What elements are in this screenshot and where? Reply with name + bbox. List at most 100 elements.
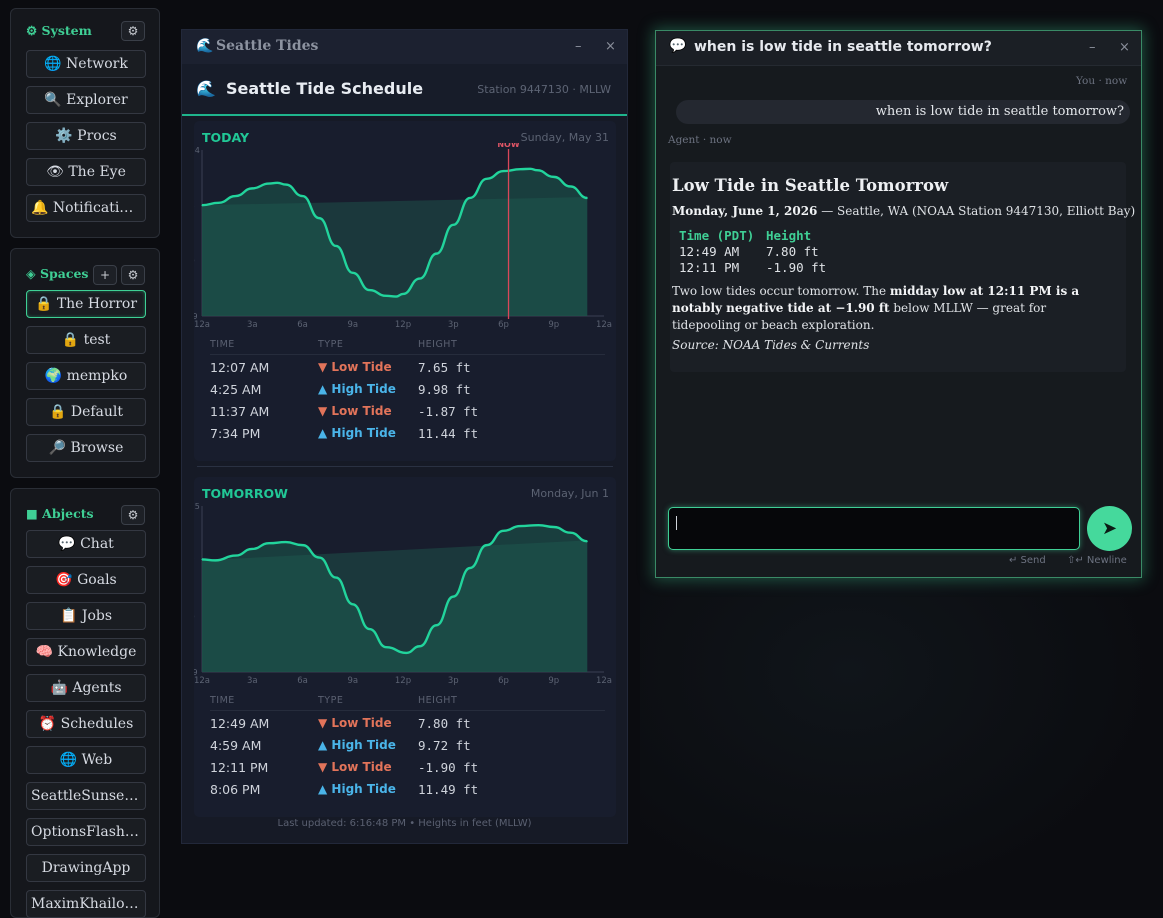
tide-data-point — [405, 652, 407, 654]
sidebar-item-explorer[interactable]: 🔍 Explorer — [26, 86, 146, 114]
sidebar-item-default[interactable]: 🔒 Default — [26, 398, 146, 426]
y-tick-label: 7.3 — [194, 201, 195, 210]
tide-data-point — [352, 272, 354, 274]
tide-data-point — [586, 540, 588, 542]
tide-data-point — [569, 532, 572, 534]
tide-area-fill — [202, 168, 588, 316]
sidebar-item-browse[interactable]: 🔎 Browse — [26, 434, 146, 462]
tide-data-point — [335, 245, 337, 247]
tide-height: 11.49 ft — [418, 782, 479, 797]
system-panel-title: ⚙ System — [26, 23, 92, 38]
sidebar-item-agents[interactable]: 🤖 Agents — [26, 674, 146, 702]
background — [640, 570, 1163, 905]
low-tide-type: ▼ Low Tide — [318, 760, 392, 774]
x-tick-label: 9p — [548, 676, 559, 686]
tide-data-point — [519, 168, 521, 170]
x-tick-label: 12a — [194, 320, 210, 330]
tide-time: 11:37 AM — [210, 404, 270, 419]
x-tick-label: 12p — [395, 320, 411, 330]
sidebar-item-notifications[interactable]: 🔔 Notifications — [26, 194, 146, 222]
answer-date-line: Monday, June 1, 2026 — Seattle, WA (NOAA… — [672, 204, 1135, 218]
tide-data-point — [268, 182, 270, 185]
tide-data-point — [553, 526, 555, 528]
tide-height: 9.72 ft — [418, 738, 471, 753]
sidebar-item-test[interactable]: 🔒 test — [26, 326, 146, 354]
tide-height: -1.90 ft — [418, 760, 479, 775]
chat-titlebar[interactable]: 💬 when is low tide in seattle tomorrow? … — [656, 31, 1141, 66]
sidebar-item-chat[interactable]: 💬 Chat — [26, 530, 146, 558]
tide-data-point — [419, 277, 421, 280]
header-divider — [210, 354, 605, 355]
answer-date: Monday, June 1, 2026 — [672, 204, 818, 218]
user-message-text: when is low tide in seattle tomorrow? — [875, 104, 1124, 119]
tide-data-point — [318, 556, 320, 559]
tomorrow-date: Monday, Jun 1 — [530, 487, 609, 500]
tide-table-row: 4:59 AM ▲ High Tide 9.72 ft — [210, 735, 605, 757]
tide-reference-band — [202, 197, 588, 316]
tide-data-point — [519, 525, 521, 527]
minimize-button[interactable]: – — [575, 39, 582, 54]
system-settings-gear-icon[interactable]: ⚙ — [121, 21, 145, 41]
y-tick-label: -3.9 — [194, 312, 198, 321]
answer-text: Two low tides occur tomorrow. The — [672, 284, 890, 298]
sidebar-item-goals[interactable]: 🎯 Goals — [26, 566, 146, 594]
send-arrow-icon[interactable]: ➤ — [1087, 506, 1132, 551]
x-tick-label: 9p — [548, 320, 559, 330]
answer-table-cell: 7.80 ft — [766, 244, 819, 259]
newline-hint: ⇧↵ Newline — [1067, 555, 1127, 566]
tides-window-title: Seattle Tides — [216, 38, 319, 54]
sidebar-item-maxim-khailo[interactable]: MaximKhailoP... — [26, 890, 146, 918]
x-tick-label: 3a — [247, 676, 258, 686]
tide-data-point — [352, 603, 354, 605]
tide-data-point — [502, 530, 505, 532]
sidebar-item-jobs[interactable]: 📋 Jobs — [26, 602, 146, 630]
height-column-header: HEIGHT — [418, 339, 458, 350]
add-space-plus-icon[interactable]: + — [93, 265, 117, 285]
minimize-button[interactable]: – — [1089, 40, 1096, 55]
day-divider — [197, 466, 613, 467]
x-tick-label: 6p — [498, 676, 509, 686]
sidebar-item-seattle-sunset[interactable]: SeattleSunsetT... — [26, 782, 146, 810]
sidebar-item-schedules[interactable]: ⏰ Schedules — [26, 710, 146, 738]
close-button[interactable]: × — [605, 39, 616, 54]
tide-data-point — [368, 289, 371, 291]
low-tide-type: ▼ Low Tide — [318, 716, 392, 730]
sidebar-item-the-horror[interactable]: 🔒 The Horror — [26, 290, 146, 318]
sidebar-item-web[interactable]: 🌐 Web — [26, 746, 146, 774]
tides-header: 🌊 Seattle Tide Schedule Station 9447130 … — [182, 64, 627, 116]
tide-data-point — [529, 168, 531, 170]
wave-icon: 🌊 — [196, 79, 216, 98]
tide-data-point — [569, 185, 572, 188]
high-tide-type: ▲ High Tide — [318, 738, 396, 752]
time-column-header: TIME — [210, 695, 235, 706]
sidebar-item-drawing-app[interactable]: DrawingApp — [26, 854, 146, 882]
answer-paragraph: Two low tides occur tomorrow. The midday… — [672, 283, 1102, 334]
chat-window-title: when is low tide in seattle tomorrow? — [694, 39, 992, 55]
close-button[interactable]: × — [1119, 40, 1130, 55]
chat-message-input[interactable] — [668, 507, 1080, 550]
tides-titlebar[interactable]: 🌊 Seattle Tides – × — [182, 30, 627, 64]
sidebar-item-network[interactable]: 🌐 Network — [26, 50, 146, 78]
tide-data-point — [234, 555, 237, 557]
tide-data-point — [218, 202, 220, 204]
tide-time: 12:11 PM — [210, 760, 269, 775]
abjects-settings-gear-icon[interactable]: ⚙ — [121, 505, 145, 525]
tide-data-point — [385, 646, 387, 648]
x-tick-label: 12p — [395, 676, 411, 686]
sidebar-item-options-flashcards[interactable]: OptionsFlashc... — [26, 818, 146, 846]
tide-table-row: 8:06 PM ▲ High Tide 11.49 ft — [210, 779, 605, 801]
sidebar-item-procs[interactable]: ⚙️ Procs — [26, 122, 146, 150]
user-message-meta: You · now — [1076, 75, 1128, 87]
tide-data-point — [452, 224, 454, 226]
spaces-settings-gear-icon[interactable]: ⚙ — [121, 265, 145, 285]
agent-answer-card: Low Tide in Seattle Tomorrow Monday, Jun… — [670, 162, 1135, 372]
tide-height: 9.98 ft — [418, 382, 471, 397]
tide-data-point — [452, 596, 454, 598]
low-tide-type: ▼ Low Tide — [318, 360, 392, 374]
sidebar-item-mempko[interactable]: 🌍 mempko — [26, 362, 146, 390]
answer-source: Source: NOAA Tides & Currents — [672, 338, 870, 352]
answer-location: — Seattle, WA (NOAA Station 9447130, Ell… — [817, 204, 1136, 218]
sidebar-item-knowledge[interactable]: 🧠 Knowledge — [26, 638, 146, 666]
sidebar-item-the-eye[interactable]: 👁 The Eye — [26, 158, 146, 186]
